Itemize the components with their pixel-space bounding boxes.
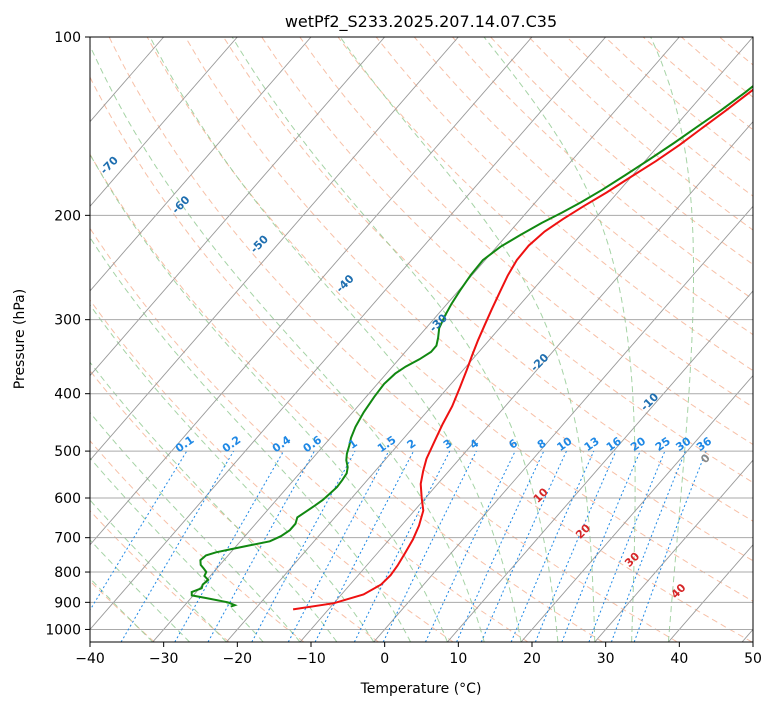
dry-adiabat [90,440,305,642]
moist-adiabat [90,44,485,642]
moist-adiabat [650,37,694,642]
x-tick-label: −30 [149,651,179,667]
mixing-ratio-line [588,450,666,642]
y-tick-label: 500 [54,444,81,460]
moist-adiabat [231,37,559,642]
mixing-ratio-line [174,450,285,642]
mixing-ratio-line [120,450,235,642]
x-axis: −40 −30 −20 −10 0 10 20 30 40 50 [75,642,762,667]
mixing-ratio-line [90,450,188,612]
dry-adiabat [337,37,753,408]
chart-title: wetPf2_S233.2025.207.14.07.C35 [285,12,557,32]
isotherm [447,290,753,642]
y-tick-label: 800 [54,565,81,581]
y-tick-label: 300 [54,313,81,329]
isotherm [90,37,459,461]
isotherm [520,374,753,642]
dry-adiabat [90,510,230,642]
x-tick-label: 40 [670,651,688,667]
x-tick-label: −10 [296,651,326,667]
y-tick-label: 700 [54,531,81,547]
mixing-ratio-line [561,450,641,642]
mixing-ratio-line [353,450,451,642]
profile-lines [190,84,753,611]
y-tick-label: 1000 [45,622,81,638]
isotherm [90,37,607,631]
y-axis: 1000 900 800 700 600 500 400 300 200 100 [45,30,90,638]
y-tick-label: 100 [54,30,81,46]
dry-adiabat [90,369,379,642]
moist-adiabat [90,411,301,642]
dry-adiabat [375,37,753,372]
isotherm [90,37,312,292]
plot-frame [89,36,754,643]
background-lines [90,37,753,642]
mixing-ratio-line [287,450,390,642]
mixing-ratio-line [610,450,686,642]
dry-adiabat [108,37,753,642]
y-axis-label: Pressure (hPa) [12,289,28,389]
dry-adiabat [90,227,529,642]
dry-adiabat [90,299,454,642]
isotherm [373,205,753,642]
moist-adiabat [483,37,636,642]
mixing-ratio-line [382,450,477,642]
x-tick-label: −20 [223,651,253,667]
mixing-ratio-line [425,450,516,642]
mixing-ratio-line [251,450,356,642]
dry-adiabat [90,153,603,642]
isotherm [90,37,386,377]
isotherm [594,459,753,642]
dry-adiabat [261,37,753,484]
dry-adiabat [299,37,753,446]
isotherm [152,37,680,642]
x-tick-label: 0 [380,651,389,667]
dry-adiabat [413,37,753,336]
isotherm [90,37,238,207]
moist-adiabat [149,37,522,642]
isotherm [299,120,753,642]
dry-adiabat [90,580,155,642]
y-tick-label: 900 [54,595,81,611]
moist-adiabat [339,37,596,642]
dewpoint-line [190,84,753,608]
isotherm [90,37,533,546]
y-tick-label: 600 [54,491,81,507]
x-tick-label: 20 [523,651,541,667]
x-tick-label: 10 [449,651,467,667]
dry-adiabat [90,76,678,642]
temperature-line [292,88,753,611]
x-tick-label: −40 [75,651,105,667]
moist-adiabat [90,153,448,642]
x-tick-label: 30 [597,651,615,667]
isotherm [226,37,753,642]
moist-adiabat [90,361,338,642]
y-tick-label: 200 [54,208,81,224]
moist-adiabat [90,457,264,642]
moist-adiabat [90,236,412,642]
x-tick-label: 50 [744,651,762,667]
mixing-ratio-line [456,450,545,642]
x-axis-label: Temperature (°C) [360,681,482,697]
y-tick-label: 400 [54,387,81,403]
